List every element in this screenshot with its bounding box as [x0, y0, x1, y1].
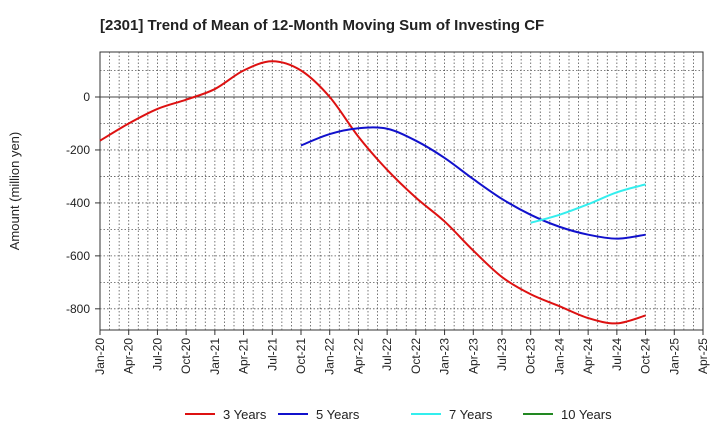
grid: [100, 52, 703, 330]
chart-title: [2301] Trend of Mean of 12-Month Moving …: [100, 17, 544, 34]
y-axis-label: Amount (million yen): [7, 132, 22, 251]
x-tick-label: Apr-22: [351, 338, 365, 374]
legend-label-3-years: 3 Years: [223, 407, 267, 422]
x-tick-label: Oct-23: [524, 338, 538, 374]
series-group: [99, 60, 646, 325]
x-tick-label: Apr-23: [466, 338, 480, 374]
series-line-5-years: [300, 126, 646, 240]
plot-area: [99, 51, 704, 331]
x-tick-label: Jul-20: [150, 338, 164, 371]
x-tick-label: Oct-22: [409, 338, 423, 374]
x-tick-label: Jul-24: [610, 338, 624, 371]
y-tick-label: -600: [66, 249, 90, 263]
legend: 3 Years 5 Years 7 Years 10 Years: [185, 407, 612, 422]
x-tick-label: Jan-24: [552, 338, 566, 375]
x-tick-label: Apr-21: [237, 338, 251, 374]
legend-label-10-years: 10 Years: [561, 407, 612, 422]
x-tick-label: Jul-21: [265, 338, 279, 371]
y-tick-label: -400: [66, 196, 90, 210]
legend-label-7-years: 7 Years: [449, 407, 493, 422]
y-axis: 0 -200 -400 -600 -800: [66, 90, 100, 316]
x-axis: Jan-20 Apr-20 Jul-20 Oct-20 Jan-21 Apr-21 Jul-…: [93, 330, 710, 375]
x-tick-label: Jul-22: [380, 338, 394, 371]
legend-label-5-years: 5 Years: [316, 407, 360, 422]
series-line-3-years: [99, 60, 646, 325]
x-tick-label: Apr-25: [696, 338, 710, 374]
x-tick-label: Oct-24: [639, 338, 653, 374]
x-tick-label: Apr-24: [581, 338, 595, 374]
x-tick-label: Jul-23: [495, 338, 509, 371]
x-tick-label: Oct-21: [294, 338, 308, 374]
x-tick-label: Jan-25: [667, 338, 681, 375]
y-tick-label: -200: [66, 143, 90, 157]
x-tick-label: Apr-20: [122, 338, 136, 374]
y-tick-label: 0: [83, 90, 90, 104]
y-tick-label: -800: [66, 302, 90, 316]
x-tick-label: Jan-23: [438, 338, 452, 375]
x-tick-label: Oct-20: [179, 338, 193, 374]
x-tick-label: Jan-22: [323, 338, 337, 375]
x-tick-label: Jan-21: [208, 338, 222, 375]
x-tick-label: Jan-20: [93, 338, 107, 375]
series-line-7-years: [530, 183, 646, 224]
